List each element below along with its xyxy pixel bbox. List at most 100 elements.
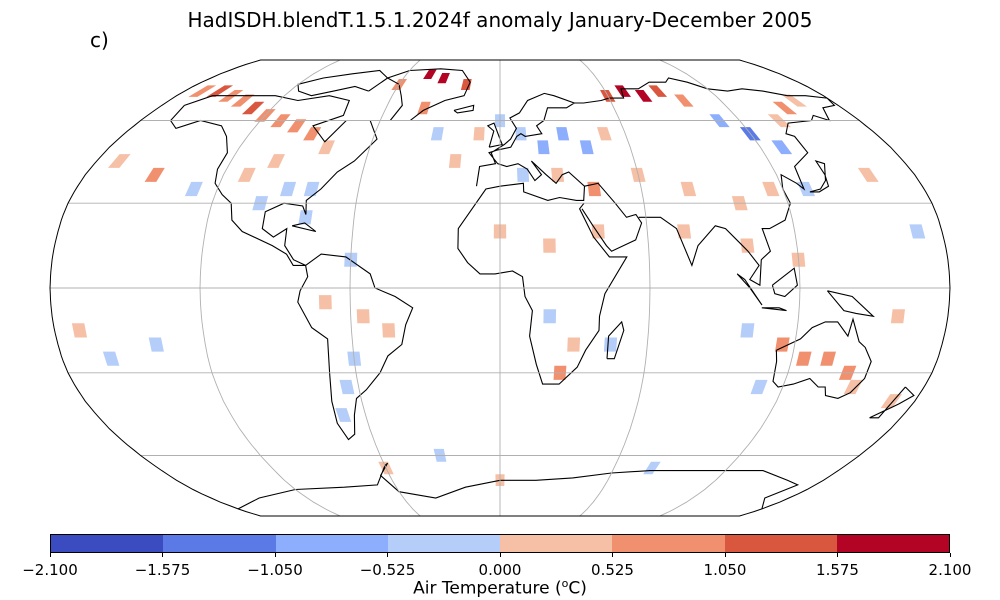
colorbar-tick-label: −2.100 <box>22 561 78 579</box>
colorbar-tick-label: 2.100 <box>928 561 972 579</box>
anomaly-cell <box>890 309 905 324</box>
colorbar-tick-mark <box>724 553 726 557</box>
anomaly-cell <box>339 379 355 395</box>
world-map <box>49 59 951 517</box>
coastline <box>457 92 628 385</box>
anomaly-cell <box>597 127 612 141</box>
colorbar-segment <box>387 535 500 552</box>
anomaly-cell <box>771 140 793 155</box>
coastlines <box>169 68 915 510</box>
anomaly-cell <box>298 210 313 225</box>
anomaly-cell <box>740 238 755 253</box>
colorbar-tick-label: 0.000 <box>478 561 522 579</box>
coastline <box>736 273 763 306</box>
anomaly-cell <box>820 351 836 366</box>
colorbar-segment <box>275 535 388 552</box>
coastline <box>772 317 872 399</box>
colorbar-segment <box>163 535 276 552</box>
anomaly-cell <box>448 154 462 168</box>
anomaly-cell <box>356 309 370 324</box>
colorbar-tick-mark <box>162 553 163 557</box>
anomaly-grid <box>71 69 926 486</box>
map-title: HadISDH.blendT.1.5.1.2024f anomaly Janua… <box>187 8 813 32</box>
anomaly-cell <box>417 101 431 115</box>
anomaly-cell <box>303 181 320 197</box>
anomaly-cell <box>750 379 768 395</box>
anomaly-cell <box>230 94 255 107</box>
panel-label: c) <box>90 28 109 52</box>
anomaly-cell <box>634 90 653 102</box>
colorbar-tick-mark <box>612 553 613 557</box>
colorbar-tick-label: −1.575 <box>134 561 191 579</box>
anomaly-cell <box>556 127 570 141</box>
anomaly-cell <box>102 351 120 366</box>
anomaly-cell <box>648 85 668 97</box>
anomaly-cell <box>775 337 790 352</box>
meridian-line <box>579 60 651 516</box>
anomaly-cell <box>473 127 485 141</box>
colorbar-tick-mark <box>387 553 388 557</box>
anomaly-cell <box>537 140 550 155</box>
colorbar-label-degree: o <box>561 577 569 590</box>
anomaly-cell <box>517 167 530 182</box>
colorbar-tick-label: −0.525 <box>359 561 416 579</box>
colorbar-label: Air Temperature (oC) <box>0 577 1000 599</box>
colorbar-segment <box>612 535 725 552</box>
graticule <box>50 60 950 516</box>
anomaly-cell <box>335 408 352 422</box>
anomaly-cell <box>796 351 812 366</box>
anomaly-cell <box>674 94 694 107</box>
anomaly-cell <box>241 101 265 115</box>
coastline <box>606 320 625 360</box>
colorbar-tick-mark <box>499 553 501 557</box>
colorbar-tick-label: 1.575 <box>816 561 859 579</box>
anomaly-cell <box>680 181 697 197</box>
colorbar-label-suffix: C) <box>568 578 587 599</box>
anomaly-cell <box>567 337 581 352</box>
anomaly-cell <box>437 73 450 84</box>
colorbar-tick-mark <box>949 553 951 557</box>
meridian-line <box>199 60 341 516</box>
anomaly-cell <box>857 167 879 182</box>
coastline <box>809 160 830 193</box>
anomaly-cell <box>237 167 256 182</box>
anomaly-cell <box>318 295 332 310</box>
anomaly-cell <box>603 337 618 352</box>
anomaly-cell <box>587 181 602 197</box>
anomaly-cell <box>797 181 816 197</box>
coastline <box>574 77 836 287</box>
anomaly-cell <box>614 85 631 97</box>
coastline <box>486 122 503 148</box>
anomaly-cell <box>843 379 863 395</box>
coastline <box>761 307 787 312</box>
anomaly-cell <box>880 394 902 409</box>
coastline <box>771 267 798 298</box>
colorbar <box>50 534 950 553</box>
colorbar-segment <box>724 535 837 552</box>
coastline <box>386 68 471 122</box>
anomaly-cell <box>430 127 444 141</box>
coastline <box>237 462 800 510</box>
coastline <box>169 95 378 266</box>
colorbar-tick-label: 1.050 <box>703 561 747 579</box>
colorbar-tick-mark <box>837 553 838 557</box>
anomaly-cell <box>772 101 798 115</box>
anomaly-cell <box>318 140 335 155</box>
anomaly-cell <box>206 85 234 97</box>
anomaly-cell <box>543 238 556 253</box>
anomaly-cell <box>144 167 165 182</box>
anomaly-cell <box>382 323 396 338</box>
anomaly-cell <box>423 69 437 79</box>
colorbar-tick-label: 0.525 <box>591 561 634 579</box>
anomaly-cell <box>762 181 780 197</box>
anomaly-cell <box>740 323 755 338</box>
anomaly-cell <box>909 224 926 239</box>
anomaly-cell <box>579 140 594 155</box>
colorbar-segment <box>51 535 164 552</box>
colorbar-tick-mark <box>274 553 276 557</box>
map-boundary <box>49 59 951 517</box>
anomaly-cell <box>108 154 131 168</box>
colorbar-tick-mark <box>49 553 51 557</box>
colorbar-tick-label: −1.050 <box>247 561 303 579</box>
coastline <box>869 386 915 419</box>
